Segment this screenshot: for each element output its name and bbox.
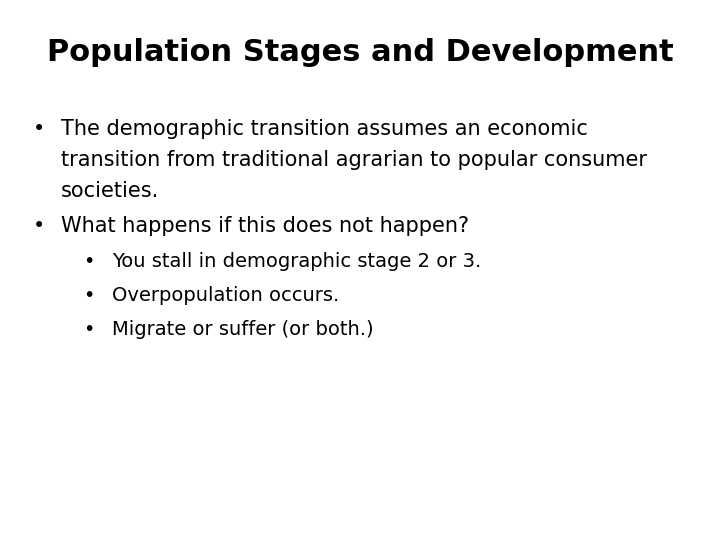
Text: You stall in demographic stage 2 or 3.: You stall in demographic stage 2 or 3.: [112, 252, 481, 271]
Text: What happens if this does not happen?: What happens if this does not happen?: [61, 216, 469, 236]
Text: The demographic transition assumes an economic: The demographic transition assumes an ec…: [61, 119, 588, 139]
Text: •: •: [83, 286, 94, 305]
Text: transition from traditional agrarian to popular consumer: transition from traditional agrarian to …: [61, 150, 647, 170]
Text: societies.: societies.: [61, 181, 159, 201]
Text: Overpopulation occurs.: Overpopulation occurs.: [112, 286, 339, 305]
Text: Migrate or suffer (or both.): Migrate or suffer (or both.): [112, 320, 373, 339]
Text: •: •: [83, 252, 94, 271]
Text: •: •: [32, 119, 45, 139]
Text: •: •: [83, 320, 94, 339]
Text: •: •: [32, 216, 45, 236]
Text: Population Stages and Development: Population Stages and Development: [47, 38, 673, 67]
